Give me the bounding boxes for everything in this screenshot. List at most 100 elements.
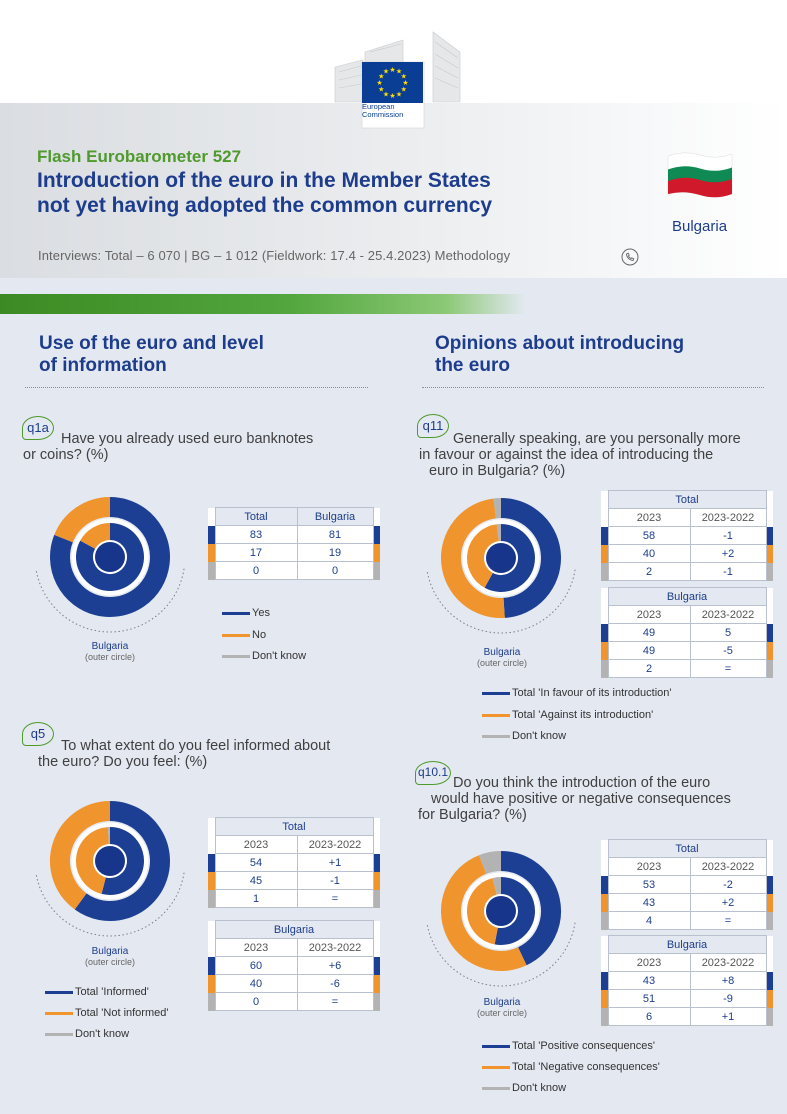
table-row: 58 -1 [601,526,773,545]
col-header-change: 2023-2022 [689,508,767,527]
donut-chart-q10-1 [426,851,576,987]
question-text-q1a: Have you already used euro banknotes or … [23,431,373,463]
legend-label: Total 'Not informed' [75,1007,169,1019]
section-right-line-1: Opinions about introducing [435,333,685,354]
question-text-q11: Generally speaking, are you personally m… [419,431,779,479]
table-cell: 2 [607,562,691,581]
data-table-q5-bulgaria: Bulgaria 2023 2023-2022 60 +6 40 -6 0 = [208,920,380,1011]
outer-ring-segment [500,851,561,966]
inner-ring-segment [492,877,502,895]
donut-center [95,542,125,572]
inner-ring-segment [76,523,144,591]
col-header-2023: 2023 [214,835,298,854]
table-cell: 19 [296,543,374,562]
donut-center [486,896,516,926]
q11-text-line-3: euro in Bulgaria? (%) [429,463,566,479]
logo-line-2: Commission [362,110,404,119]
table-cell: +2 [689,893,767,912]
table-cell: -2 [689,875,767,894]
table-cell: -1 [689,562,767,581]
eu-star-icon: ★ [378,86,384,94]
table-row: 43 +2 [601,893,773,912]
table-cell: 43 [607,893,691,912]
legend-label: Total 'Informed' [75,986,149,998]
logo-line-1: European [362,102,395,111]
caption-country: Bulgaria [91,641,129,652]
table-cell: 51 [607,989,691,1008]
legend-label: Don't know [75,1028,130,1040]
col-header-2023: 2023 [607,605,691,624]
table-row: 4 = [601,911,773,930]
table-cell: +6 [296,956,374,975]
table-row: 51 -9 [601,989,773,1008]
section-left-line-1: Use of the euro and level [39,333,264,354]
outer-ring-segment [50,801,111,910]
col-header-2023: 2023 [607,857,691,876]
question-text-q10-1: Do you think the introduction of the eur… [418,775,778,823]
bulgaria-flag-icon [667,152,733,198]
data-table-q5-total: Total 2023 2023-2022 54 +1 45 -1 1 = [208,817,380,908]
table-group-header: Total [607,839,767,858]
divider-left [25,387,368,388]
caption-sub: (outer circle) [84,652,135,662]
table-cell: +2 [689,544,767,563]
table-cell: 60 [214,956,298,975]
question-badge-q10-1: q10.1 [415,761,451,785]
table-cell: +1 [296,853,374,872]
table-row: 54 +1 [208,853,380,872]
eu-star-icon: ★ [383,90,389,98]
table-cell: -9 [689,989,767,1008]
dotted-arc [426,922,576,987]
table-cell: -1 [296,871,374,890]
fieldwork-info: Interviews: Total – 6 070 | BG – 1 012 (… [38,248,510,263]
outer-ring-segment [441,855,527,971]
table-cell: 54 [214,853,298,872]
inner-ring-segment [76,827,110,894]
q5-text-line-1: To what extent do you feel informed abou… [61,738,331,754]
table-cell: +1 [689,1007,767,1026]
eu-star-icon: ★ [383,68,389,76]
section-left-line-2: of information [39,355,167,376]
caption-country: Bulgaria [483,647,521,658]
table-header-row: Total Bulgaria [208,507,380,526]
table-cell: 6 [607,1007,691,1026]
table-cell: 58 [607,526,691,545]
eu-star-icon: ★ [389,92,395,100]
country-name: Bulgaria [672,218,728,235]
outer-ring-segment [74,801,170,921]
chart-caption-q11: Bulgaria (outer circle) [462,647,542,669]
table-group-header: Total [607,490,767,509]
legend-label: Total 'Negative consequences' [512,1061,660,1073]
legend-item-dont-know: Don't know [482,730,566,742]
table-cell: = [689,911,767,930]
table-row: 53 -2 [601,875,773,894]
table-group-header: Bulgaria [607,935,767,954]
table-row: 60 +6 [208,956,380,975]
fieldwork-text: Interviews: Total – 6 070 | BG – 1 012 (… [38,248,511,263]
eu-star-icon: ★ [401,73,407,81]
col-header-change: 2023-2022 [689,605,767,624]
eu-star-icon: ★ [396,90,402,98]
col-header-change: 2023-2022 [296,835,374,854]
table-row: 40 -6 [208,974,380,993]
col-header-2023: 2023 [607,508,691,527]
q11-text-line-1: Generally speaking, are you personally m… [453,431,741,447]
title-line-1: Introduction of the euro in the Member S… [37,169,491,192]
data-table-q10-1-bulgaria: Bulgaria 2023 2023-2022 43 +8 51 -9 6 +1 [601,935,773,1026]
question-badge-q5: q5 [22,722,54,746]
eu-star-icon: ★ [402,79,408,87]
inner-ring-segment [484,524,535,592]
legend-label: Total 'In favour of its introduction' [512,687,672,699]
phone-icon[interactable] [621,248,639,266]
legend-item-positive: Total 'Positive consequences' [482,1040,655,1052]
data-table-q10-1-total: Total 2023 2023-2022 53 -2 43 +2 4 = [601,839,773,930]
outer-ring-segment [441,498,505,618]
donut-center [95,846,125,876]
data-table-q11-bulgaria: Bulgaria 2023 2023-2022 49 5 49 -5 2 = [601,587,773,678]
dotted-arc [35,568,185,633]
eu-star-icon: ★ [389,66,395,74]
question-text-q5: To what extent do you feel informed abou… [23,738,373,770]
legend-item-dont-know: Don't know [222,650,306,662]
table-cell: 40 [214,974,298,993]
